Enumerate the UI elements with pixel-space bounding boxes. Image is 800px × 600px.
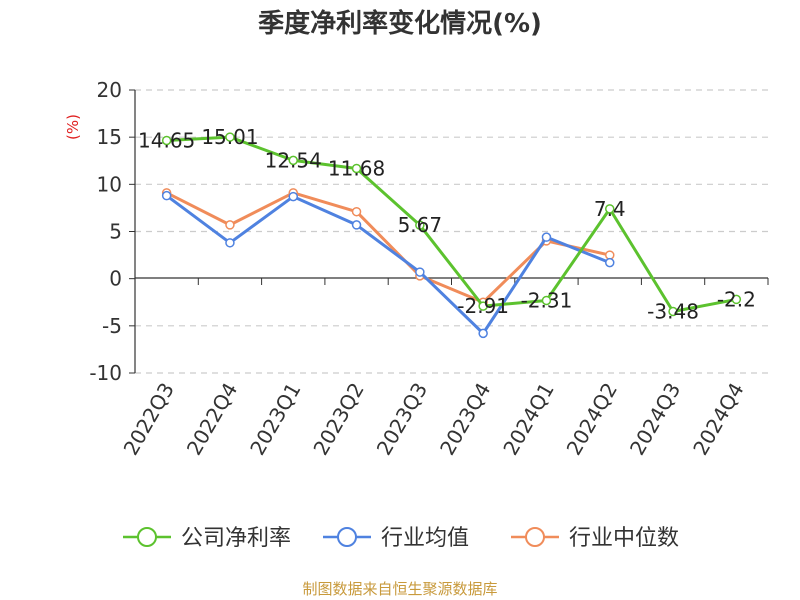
- data-label: 12.54: [265, 148, 322, 172]
- y-tick-label: 15: [97, 125, 122, 149]
- data-point: [225, 238, 235, 248]
- data-point: [351, 206, 362, 217]
- data-point: [605, 204, 615, 214]
- data-label: -2.31: [521, 288, 573, 312]
- data-point: [161, 135, 172, 146]
- x-tick-label: 2024Q4: [688, 379, 748, 460]
- chart-title: 季度净利率变化情况(%): [258, 8, 542, 39]
- data-point: [351, 163, 362, 174]
- source-note: 制图数据来自恒生聚源数据库: [302, 580, 497, 598]
- data-point: [541, 232, 552, 242]
- x-tick-label: 2024Q2: [562, 379, 622, 460]
- legend-label: 行业均值: [381, 526, 469, 551]
- data-point: [415, 267, 425, 277]
- y-tick-label: 20: [97, 78, 122, 102]
- y-tick-label: 10: [97, 172, 122, 196]
- data-label: 15.01: [201, 125, 258, 149]
- data-point: [161, 190, 172, 201]
- series-line: [166, 135, 737, 313]
- y-tick-label: 5: [109, 220, 122, 244]
- data-label: 5.67: [398, 213, 443, 237]
- legend-label: 行业中位数: [569, 526, 679, 551]
- x-tick-label: 2022Q3: [119, 379, 179, 460]
- data-point: [415, 220, 425, 230]
- x-tick-label: 2023Q1: [245, 379, 305, 460]
- data-label: -3.48: [647, 299, 699, 323]
- data-label: -2.91: [457, 294, 509, 318]
- legend-label: 公司净利率: [181, 526, 291, 551]
- data-point: [478, 301, 488, 311]
- series-line: [165, 194, 611, 335]
- legend-marker: [137, 527, 157, 547]
- data-label: -2.2: [717, 287, 756, 311]
- data-point: [668, 306, 678, 317]
- x-tick-label: 2022Q4: [182, 379, 242, 460]
- y-tick-label: 0: [109, 267, 122, 291]
- data-point: [288, 155, 298, 166]
- data-point: [288, 191, 298, 202]
- y-tick-label: -5: [102, 314, 122, 338]
- x-tick-label: 2023Q3: [372, 379, 432, 460]
- data-labels: 14.65 15.01 12.54 11.68 5.67 -2.91 -2.31 7.4 -3.…: [138, 125, 756, 323]
- data-point: [605, 257, 615, 268]
- data-point: [225, 220, 235, 230]
- data-label: 14.65: [138, 128, 195, 152]
- data-point: [541, 295, 552, 306]
- data-point: [731, 294, 742, 305]
- legend-marker: [525, 527, 545, 547]
- x-tick-label: 2023Q2: [308, 379, 368, 460]
- y-tick-label: -10: [89, 361, 122, 385]
- data-label: 11.68: [328, 156, 385, 180]
- data-point: [225, 132, 235, 142]
- y-axis-label: (%): [64, 114, 82, 140]
- x-tick-label: 2024Q3: [625, 379, 685, 460]
- data-point: [351, 220, 362, 230]
- x-tick-label: 2023Q4: [435, 379, 495, 460]
- data-point: [478, 328, 488, 339]
- legend: 公司净利率 行业均值 行业中位数: [123, 526, 679, 551]
- data-label: 7.4: [594, 197, 626, 221]
- series: [161, 132, 742, 339]
- x-tick-label: 2024Q1: [498, 379, 558, 460]
- legend-marker: [337, 527, 357, 547]
